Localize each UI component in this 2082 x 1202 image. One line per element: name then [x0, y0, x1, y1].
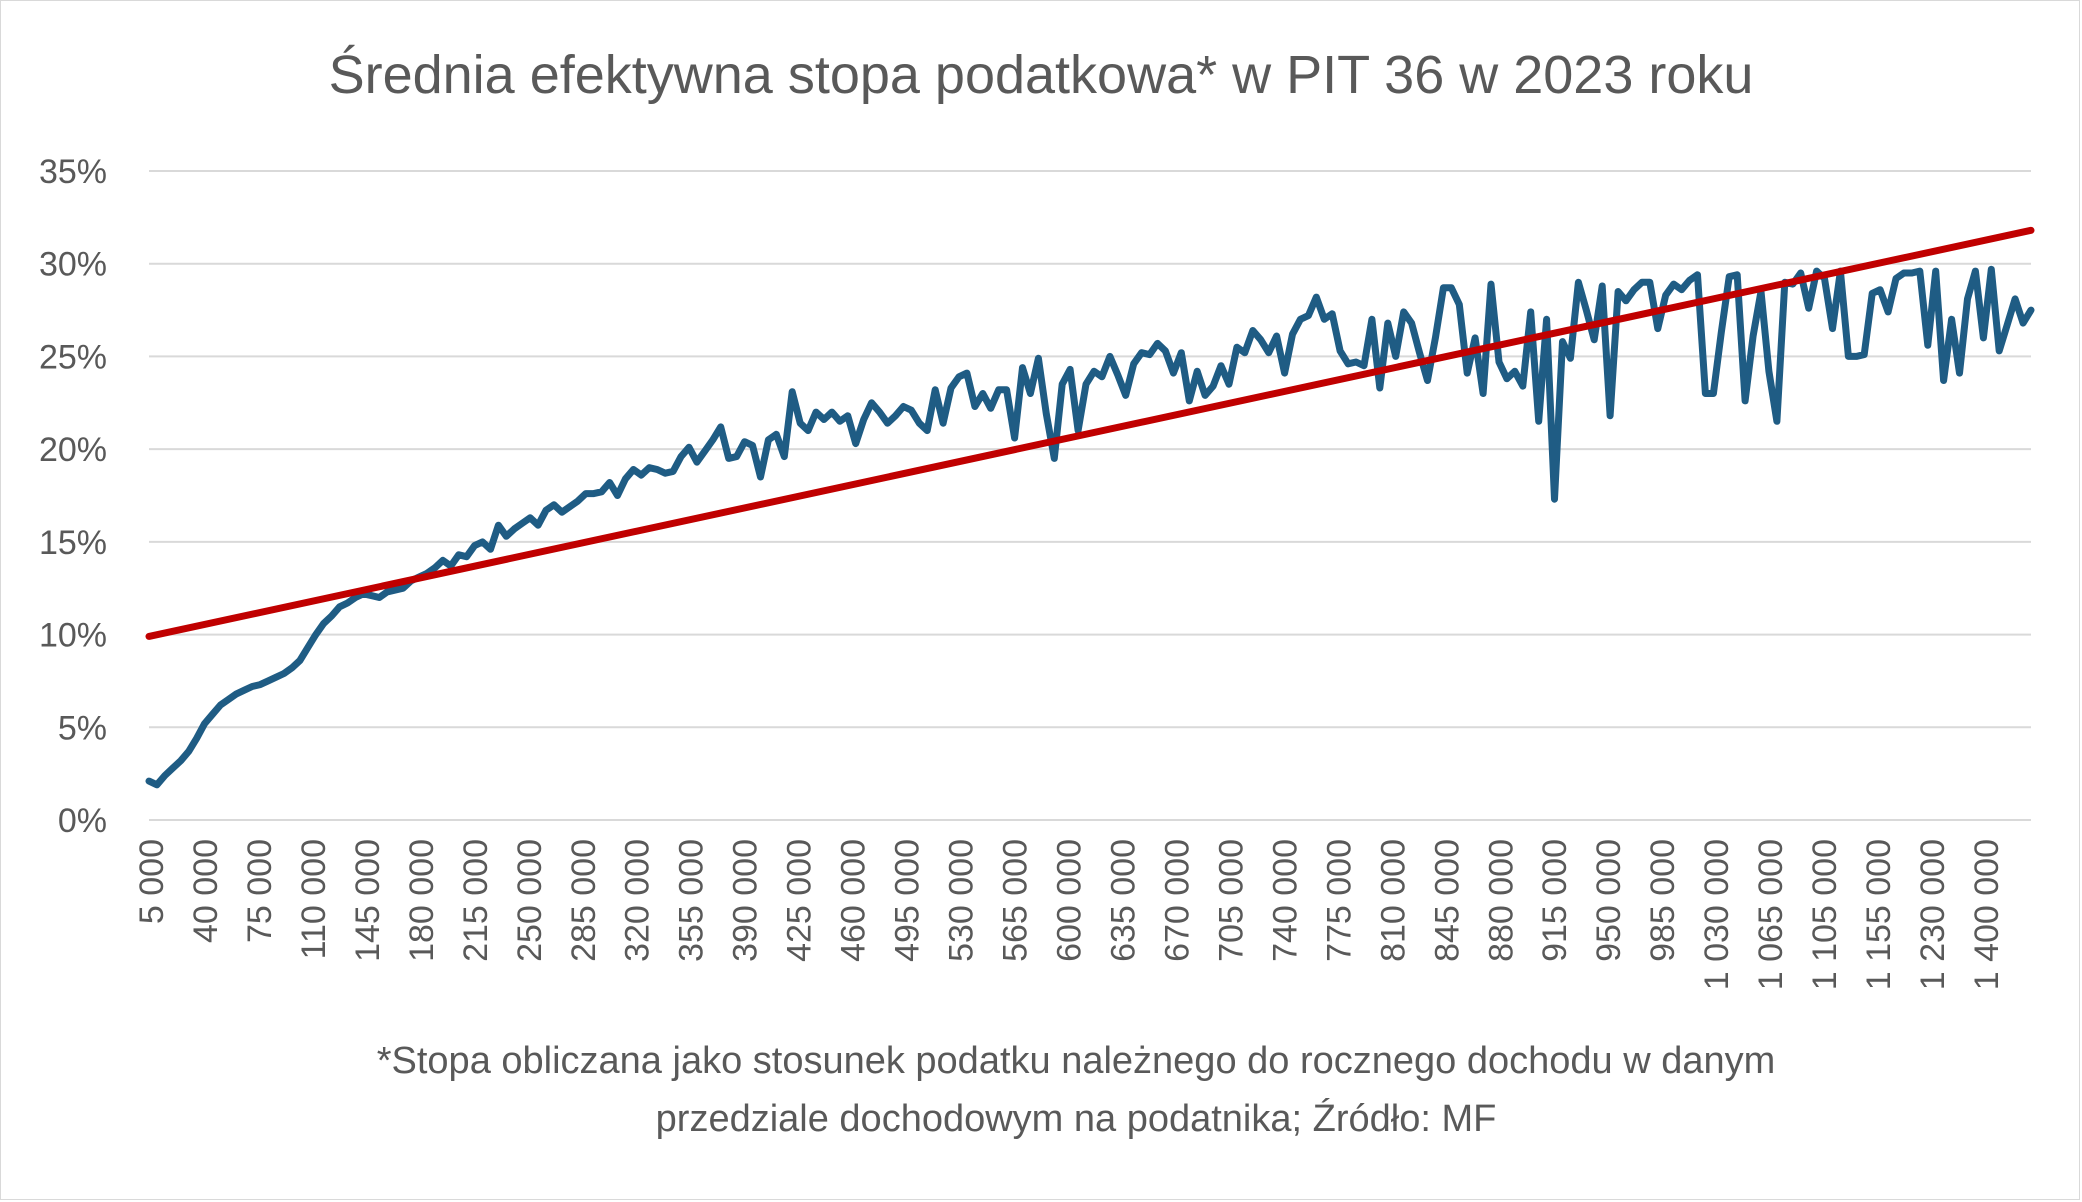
source-note-line-1: *Stopa obliczana jako stosunek podatku n… [377, 1040, 1776, 1082]
x-tick-label: 390 000 [727, 839, 765, 962]
x-tick-label: 1 400 000 [1968, 839, 2006, 990]
series-layer [145, 226, 2035, 789]
x-tick-label: 460 000 [835, 839, 873, 962]
x-tick-label: 985 000 [1644, 839, 1682, 962]
y-tick-label: 10% [39, 617, 107, 655]
y-tick-label: 35% [39, 153, 107, 191]
y-tick-label: 20% [39, 431, 107, 469]
x-tick-label: 740 000 [1266, 839, 1304, 962]
y-tick-label: 15% [39, 524, 107, 562]
x-tick-label: 530 000 [943, 839, 981, 962]
y-axis-tick-labels: 0% 5% 10% 15% 20% 25% 30% 35% [39, 153, 107, 840]
x-tick-label: 1 030 000 [1698, 839, 1736, 990]
x-tick-label: 635 000 [1105, 839, 1143, 962]
x-tick-label: 285 000 [565, 839, 603, 962]
x-tick-label: 110 000 [295, 839, 333, 959]
x-tick-label: 250 000 [511, 839, 549, 962]
x-tick-label: 565 000 [997, 839, 1035, 962]
x-tick-label: 600 000 [1051, 839, 1089, 962]
y-tick-label: 25% [39, 338, 107, 376]
x-tick-label: 145 000 [349, 839, 387, 962]
x-tick-label: 1 105 000 [1806, 839, 1844, 990]
y-tick-label: 5% [58, 709, 107, 747]
x-tick-label: 915 000 [1536, 839, 1574, 962]
x-tick-label: 775 000 [1320, 839, 1358, 962]
source-note-line-2: przedziale dochodowym na podatnika; Źród… [656, 1097, 1497, 1140]
x-tick-label: 810 000 [1374, 839, 1412, 962]
x-tick-label: 1 230 000 [1914, 839, 1952, 990]
x-tick-label: 845 000 [1428, 839, 1466, 962]
x-tick-label: 215 000 [457, 839, 495, 962]
x-tick-label: 880 000 [1482, 839, 1520, 962]
x-tick-label: 950 000 [1590, 839, 1628, 962]
x-tick-label: 320 000 [619, 839, 657, 962]
x-tick-label: 425 000 [781, 839, 819, 962]
x-tick-label: 40 000 [187, 839, 225, 943]
effective-tax-rate-line [145, 265, 2035, 789]
x-tick-label: 180 000 [403, 839, 441, 962]
x-tick-label: 1 155 000 [1860, 839, 1898, 990]
chart-title: Średnia efektywna stopa podatkowa* w PIT… [329, 44, 1754, 105]
x-tick-label: 5 000 [133, 839, 171, 924]
x-axis-tick-labels: 5 000 40 000 75 000 110 000 145 000 180 000 21… [133, 839, 2006, 990]
x-tick-label: 705 000 [1212, 839, 1250, 962]
y-tick-label: 30% [39, 246, 107, 284]
x-tick-label: 495 000 [889, 839, 927, 962]
y-tick-label: 0% [58, 802, 107, 840]
x-tick-label: 75 000 [241, 839, 279, 943]
gridlines [149, 170, 2031, 821]
x-tick-label: 355 000 [673, 839, 711, 962]
x-tick-label: 670 000 [1158, 839, 1196, 962]
x-tick-label: 1 065 000 [1752, 839, 1790, 990]
linear-trend-line [145, 226, 2035, 640]
